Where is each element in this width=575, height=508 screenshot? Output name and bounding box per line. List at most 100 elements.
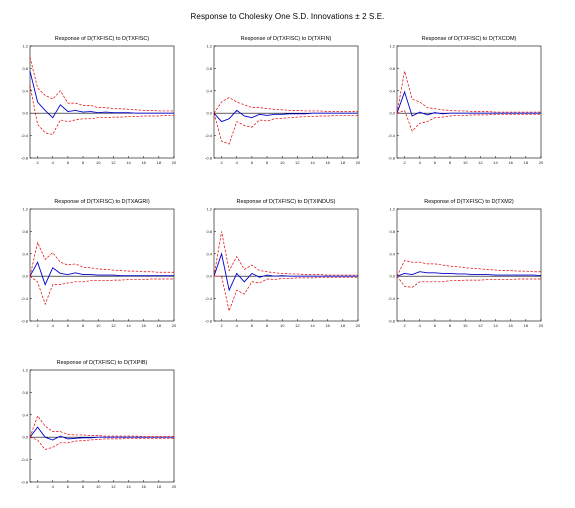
y-tick-label: 1.2 — [206, 44, 212, 49]
x-tick-label: 2 — [220, 323, 223, 328]
y-tick-label: 0.8 — [389, 66, 395, 71]
irf-panel-4: Response of D(TXFISC) to D(TXAGRI) -0.8 -0… — [21, 199, 177, 328]
x-tick-label: 4 — [419, 160, 422, 165]
x-tick-label: 20 — [539, 160, 544, 165]
response-line — [213, 252, 358, 292]
y-tick-label: -0.8 — [388, 319, 396, 324]
y-tick-label: 1.2 — [22, 207, 28, 212]
upper-band-line — [213, 97, 358, 114]
y-tick-label: 0.4 — [206, 88, 212, 93]
panel-title: Response of D(TXFISC) to D(TXFISC) — [55, 36, 150, 42]
lower-band-line — [213, 113, 358, 145]
y-tick-label: -0.4 — [21, 457, 29, 462]
y-tick-label: -0.8 — [21, 319, 29, 324]
lower-band-line — [29, 85, 174, 135]
x-tick-label: 14 — [310, 323, 315, 328]
x-tick-label: 20 — [172, 160, 177, 165]
x-tick-label: 14 — [310, 160, 315, 165]
y-tick-label: -0.4 — [21, 296, 29, 301]
y-tick-label: 0.8 — [389, 229, 395, 234]
x-tick-label: 8 — [266, 323, 269, 328]
x-tick-label: 8 — [449, 323, 452, 328]
x-tick-label: 14 — [126, 323, 131, 328]
x-tick-label: 10 — [96, 323, 101, 328]
panel-title: Response of D(TXFISC) to D(TXM2) — [424, 199, 514, 205]
plot-frame — [213, 45, 359, 159]
x-tick-label: 16 — [508, 160, 513, 165]
x-tick-label: 2 — [403, 160, 406, 165]
lower-band-line — [396, 275, 541, 288]
x-tick-label: 2 — [403, 323, 406, 328]
upper-band-line — [213, 231, 358, 277]
x-tick-label: 4 — [52, 160, 55, 165]
y-tick-label: 0.4 — [389, 251, 395, 256]
lower-band-line — [29, 436, 174, 450]
x-tick-label: 12 — [295, 160, 300, 165]
plot-frame — [396, 45, 542, 159]
panel-title: Response of D(TXFISC) to D(TXINDUS) — [236, 199, 335, 205]
panel-title: Response of D(TXFISC) to D(TXPIB) — [57, 360, 148, 366]
y-tick-label: 0.0 — [389, 274, 395, 279]
plot-frame — [213, 208, 359, 322]
upper-band-line — [29, 241, 174, 277]
x-tick-label: 2 — [36, 160, 39, 165]
y-tick-label: 0.0 — [22, 274, 28, 279]
y-tick-label: 1.2 — [389, 44, 395, 49]
x-tick-label: 10 — [280, 160, 285, 165]
irf-panel-5: Response of D(TXFISC) to D(TXINDUS) -0.8 -… — [205, 199, 361, 328]
x-tick-label: 2 — [36, 484, 39, 489]
y-tick-label: 0.8 — [22, 66, 28, 71]
y-tick-label: 0.0 — [389, 111, 395, 116]
lower-band-line — [396, 109, 541, 132]
x-tick-label: 20 — [172, 323, 177, 328]
response-line — [396, 90, 541, 117]
y-tick-label: 0.0 — [206, 274, 212, 279]
x-tick-label: 18 — [524, 160, 529, 165]
y-tick-label: -0.8 — [388, 156, 396, 161]
upper-band-line — [29, 57, 174, 112]
y-tick-label: 0.8 — [206, 229, 212, 234]
x-tick-label: 20 — [172, 484, 177, 489]
x-tick-label: 6 — [67, 323, 70, 328]
y-tick-label: -0.4 — [388, 133, 396, 138]
plot-frame — [29, 45, 175, 159]
x-tick-label: 14 — [126, 484, 131, 489]
x-tick-label: 18 — [341, 323, 346, 328]
x-tick-label: 6 — [251, 323, 254, 328]
x-tick-label: 10 — [463, 160, 468, 165]
x-tick-label: 16 — [141, 484, 146, 489]
x-tick-label: 4 — [236, 323, 239, 328]
y-tick-label: 0.4 — [389, 88, 395, 93]
x-tick-label: 12 — [111, 484, 116, 489]
x-tick-label: 4 — [52, 323, 55, 328]
response-line — [29, 261, 174, 286]
y-tick-label: 0.0 — [22, 111, 28, 116]
x-tick-label: 6 — [67, 160, 70, 165]
y-tick-label: 0.8 — [206, 66, 212, 71]
figure-title: Response to Cholesky One S.D. Innovation… — [190, 12, 385, 21]
x-tick-label: 14 — [126, 160, 131, 165]
x-tick-label: 8 — [449, 160, 452, 165]
plot-frame — [29, 208, 175, 322]
x-tick-label: 8 — [82, 323, 85, 328]
x-tick-label: 14 — [493, 323, 498, 328]
x-tick-label: 8 — [82, 160, 85, 165]
x-tick-label: 12 — [478, 323, 483, 328]
y-tick-label: 1.2 — [22, 368, 28, 373]
x-tick-label: 10 — [463, 323, 468, 328]
upper-band-line — [29, 415, 174, 438]
y-tick-label: -0.4 — [205, 296, 213, 301]
x-tick-label: 4 — [419, 323, 422, 328]
x-tick-label: 16 — [325, 160, 330, 165]
irf-panel-6: Response of D(TXFISC) to D(TXM2) -0.8 -0.4… — [388, 199, 544, 328]
y-tick-label: 0.4 — [206, 251, 212, 256]
x-tick-label: 16 — [325, 323, 330, 328]
y-tick-label: -0.4 — [205, 133, 213, 138]
y-tick-label: 0.0 — [206, 111, 212, 116]
irf-panel-7: Response of D(TXFISC) to D(TXPIB) -0.8 -0.… — [21, 360, 177, 489]
response-line — [29, 71, 174, 119]
x-tick-label: 2 — [36, 323, 39, 328]
y-tick-label: 0.4 — [22, 88, 28, 93]
x-tick-label: 16 — [508, 323, 513, 328]
y-tick-label: 0.4 — [22, 412, 28, 417]
